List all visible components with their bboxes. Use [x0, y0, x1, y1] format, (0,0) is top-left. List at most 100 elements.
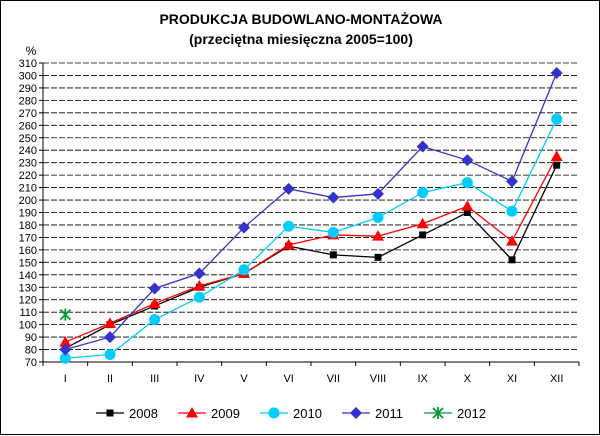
legend-marker [268, 407, 280, 419]
y-tick-label: 200 [19, 195, 37, 207]
y-tick-label: 210 [19, 183, 37, 195]
y-tick-label: 140 [19, 270, 37, 282]
data-point-2011-XII [550, 66, 563, 79]
y-tick-label: 280 [19, 95, 37, 107]
x-tick-label: IV [194, 373, 205, 385]
data-point-2011-I [59, 343, 72, 356]
legend-item-2009: 2009 [178, 406, 240, 421]
y-axis-label: % [26, 44, 37, 58]
data-point-2010-II [104, 349, 116, 361]
legend-label: 2012 [457, 406, 486, 421]
y-tick-label: 220 [19, 170, 37, 182]
legend-item-2008: 2008 [96, 406, 158, 421]
data-point-2011-V [238, 221, 250, 234]
data-point-2011-IX [416, 140, 429, 153]
chart-subtitle: (przeciętna miesięczna 2005=100) [189, 31, 413, 47]
x-tick-label: VI [283, 373, 293, 385]
data-point-2011-III [148, 282, 161, 295]
x-tick-label: V [240, 373, 248, 385]
y-tick-label: 170 [19, 232, 37, 244]
series-2011 [59, 66, 563, 356]
data-point-2010-VI [283, 220, 295, 232]
data-point-2009-IV [193, 280, 206, 291]
legend: 2008 2009 2010 2011 2012 [96, 406, 486, 421]
y-tick-label: 230 [19, 158, 37, 170]
data-point-2009-I [59, 336, 72, 347]
x-tick-label: XI [507, 373, 517, 385]
axes: 7080901001101201301401501601701801902002… [19, 58, 580, 385]
series-2010 [59, 113, 563, 364]
x-tick-label: X [464, 373, 472, 385]
data-point-2011-VI [282, 182, 295, 195]
y-tick-label: 130 [19, 282, 37, 294]
data-point-2009-X [461, 200, 474, 211]
x-tick-label: VII [327, 373, 340, 385]
y-tick-label: 270 [19, 108, 37, 120]
series-line-2009 [65, 156, 558, 343]
series-line-2008 [65, 164, 558, 349]
data-point-2010-IV [193, 291, 205, 303]
y-tick-label: 80 [25, 345, 37, 357]
legend-marker [432, 407, 444, 419]
data-point-2009-VIII [372, 230, 384, 241]
legend-label: 2009 [211, 406, 240, 421]
series [59, 66, 563, 364]
y-tick-label: 150 [19, 257, 37, 269]
legend-item-2010: 2010 [260, 406, 322, 421]
series-line-2010 [65, 118, 558, 359]
data-point-2008-XII [553, 161, 561, 169]
series-2008 [61, 161, 561, 352]
series-line-2011 [65, 72, 558, 351]
series-2009 [59, 150, 563, 347]
data-point-2009-XII [550, 150, 563, 161]
y-tick-label: 190 [19, 208, 37, 220]
data-point-2008-VIII [374, 253, 382, 261]
data-point-2008-X [463, 209, 471, 216]
y-tick-label: 180 [19, 220, 37, 232]
data-point-2008-IX [419, 231, 427, 239]
data-point-2010-V [238, 264, 250, 276]
y-tick-label: 70 [25, 357, 37, 369]
data-point-2010-VIII [372, 211, 384, 223]
data-point-2008-VII [329, 251, 337, 259]
legend-marker [186, 407, 198, 418]
data-point-2010-VII [327, 226, 339, 238]
data-point-2009-III [148, 297, 161, 308]
legend-item-2011: 2011 [342, 406, 403, 421]
data-point-2011-II [104, 331, 116, 344]
data-point-2012-I [59, 308, 71, 321]
chart-title: PRODUKCJA BUDOWLANO-MONTAŻOWA [159, 11, 442, 27]
grid [43, 62, 579, 350]
data-point-2009-II [104, 317, 116, 328]
data-point-2010-IX [417, 187, 429, 199]
x-tick-label: XII [550, 373, 563, 385]
y-tick-label: 240 [19, 145, 37, 157]
data-point-2009-VI [282, 238, 295, 250]
y-tick-label: 250 [19, 133, 37, 145]
data-point-2011-X [461, 154, 474, 167]
y-tick-label: 300 [19, 70, 37, 82]
data-point-2010-X [461, 177, 473, 189]
data-point-2009-XI [506, 235, 518, 246]
y-tick-label: 100 [19, 320, 37, 332]
data-point-2008-XI [508, 256, 516, 264]
data-point-2011-VIII [372, 187, 384, 200]
x-tick-label: II [107, 373, 113, 385]
y-tick-label: 290 [19, 83, 37, 95]
x-tick-label: I [64, 373, 67, 385]
y-tick-label: 120 [19, 295, 37, 307]
data-point-2011-VII [327, 191, 340, 204]
legend-marker [350, 407, 362, 419]
legend-item-2012: 2012 [424, 406, 486, 421]
data-point-2009-IX [416, 217, 429, 229]
y-tick-label: 90 [25, 332, 37, 344]
data-point-2010-XII [551, 113, 563, 125]
x-tick-label: IX [417, 373, 428, 385]
legend-marker [106, 409, 114, 417]
series-2012 [59, 308, 71, 321]
data-point-2010-I [59, 352, 71, 364]
x-tick-label: III [150, 373, 159, 385]
y-tick-label: 160 [19, 245, 37, 257]
